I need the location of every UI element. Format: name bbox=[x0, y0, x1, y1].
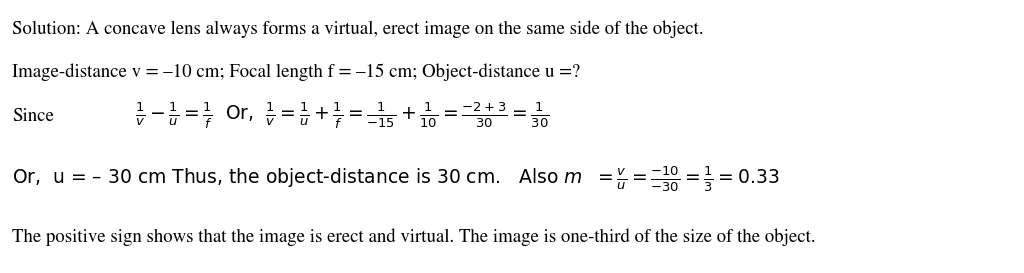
Text: Or,  u = – 30 cm Thus, the object-distance is 30 cm.   Also $m$  $=\frac{v}{u}=\: Or, u = – 30 cm Thus, the object-distanc… bbox=[12, 165, 779, 194]
Text: The positive sign shows that the image is erect and virtual. The image is one-th: The positive sign shows that the image i… bbox=[12, 228, 815, 246]
Text: Since: Since bbox=[12, 108, 54, 125]
Text: $\frac{1}{v}-\frac{1}{u}=\frac{1}{f}$  Or,  $\frac{1}{v}=\frac{1}{u}+\frac{1}{f}: $\frac{1}{v}-\frac{1}{u}=\frac{1}{f}$ Or… bbox=[135, 101, 550, 131]
Text: Solution: A concave lens always forms a virtual, erect image on the same side of: Solution: A concave lens always forms a … bbox=[12, 20, 703, 38]
Text: Image-distance v = –10 cm; Focal length f = –15 cm; Object-distance u =?: Image-distance v = –10 cm; Focal length … bbox=[12, 63, 581, 81]
